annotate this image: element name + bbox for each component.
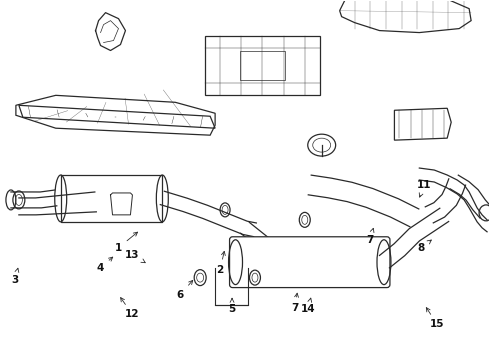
Text: 6: 6	[176, 280, 193, 300]
Polygon shape	[425, 179, 466, 223]
Polygon shape	[11, 190, 57, 208]
FancyBboxPatch shape	[229, 237, 390, 288]
Text: 5: 5	[228, 298, 236, 315]
Text: 2: 2	[217, 251, 225, 275]
Polygon shape	[379, 208, 449, 268]
Text: 3: 3	[11, 268, 19, 285]
Text: 7: 7	[0, 359, 1, 360]
Polygon shape	[241, 222, 279, 257]
Polygon shape	[308, 175, 419, 227]
Text: 9: 9	[0, 359, 1, 360]
Text: 15: 15	[426, 308, 444, 329]
Text: 14: 14	[300, 298, 315, 315]
Text: 7: 7	[291, 293, 298, 312]
Polygon shape	[61, 175, 162, 222]
Polygon shape	[419, 168, 487, 232]
Polygon shape	[160, 191, 256, 237]
Text: 8: 8	[417, 240, 431, 253]
Text: 13: 13	[125, 250, 145, 263]
Polygon shape	[19, 192, 97, 215]
Bar	[205, 36, 319, 95]
Text: 10: 10	[0, 359, 1, 360]
Text: 11: 11	[417, 180, 432, 197]
Polygon shape	[450, 175, 490, 218]
Text: 12: 12	[121, 298, 140, 319]
Text: 4: 4	[97, 257, 113, 273]
Text: 7: 7	[366, 228, 374, 245]
Text: 1: 1	[115, 232, 138, 253]
Bar	[240, 50, 285, 80]
